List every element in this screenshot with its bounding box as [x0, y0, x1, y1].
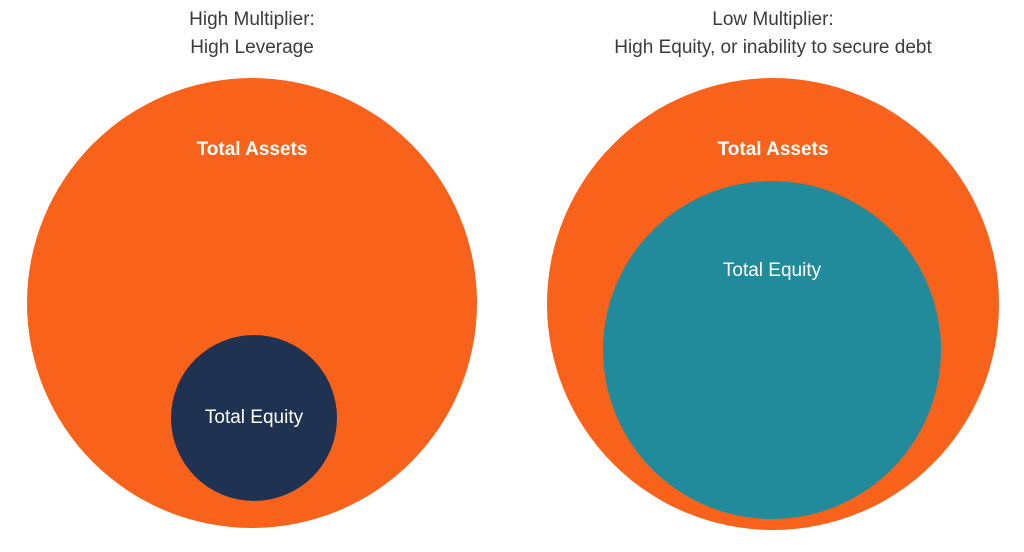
total-equity-circle: Total Equity [603, 181, 941, 519]
total-equity-label: Total Equity [204, 407, 304, 428]
low-multiplier-title: Low Multiplier: High Equity, or inabilit… [547, 6, 999, 62]
total-assets-label: Total Assets [717, 139, 829, 160]
total-equity-circle: Total Equity [171, 335, 337, 501]
low-multiplier-title-line-2: High Equity, or inability to secure debt [614, 37, 932, 58]
high-multiplier-title-line-2: High Leverage [190, 37, 314, 58]
high-multiplier-title: High Multiplier: High Leverage [27, 6, 477, 62]
total-assets-circle: Total Assets Total Equity [547, 78, 999, 530]
low-multiplier-title-line-1: Low Multiplier: [712, 9, 834, 30]
total-assets-label: Total Assets [196, 139, 308, 160]
total-assets-circle: Total Assets Total Equity [27, 78, 477, 528]
total-equity-label: Total Equity [722, 260, 822, 281]
high-multiplier-title-line-1: High Multiplier: [189, 9, 315, 30]
